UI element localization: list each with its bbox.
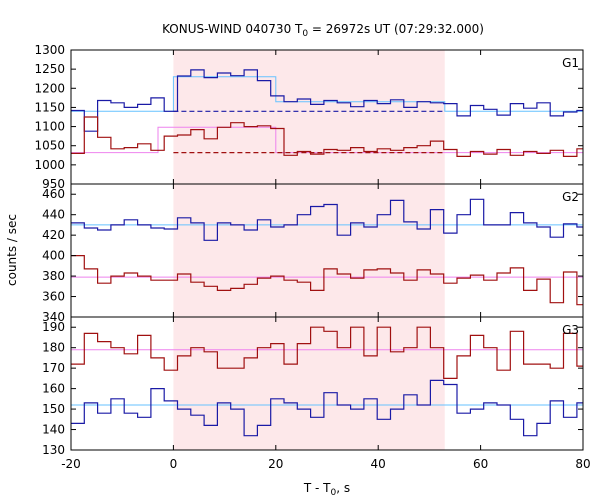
y-tick-label: 440 [42, 208, 65, 222]
x-tick-label: 20 [268, 457, 283, 471]
lightcurve-red [71, 116, 583, 157]
y-tick-label: 400 [42, 249, 65, 263]
y-tick-label: 170 [42, 361, 65, 375]
panel-data [71, 69, 583, 157]
y-tick-label: 1000 [34, 158, 65, 172]
y-tick-label: 1200 [34, 81, 65, 95]
y-tick-label: 160 [42, 382, 65, 396]
panel-g2: 340 360 380 400 420 440 460 G2 [42, 183, 584, 324]
chart-title: KONUS-WIND 040730 T0 = 26972s UT (07:29:… [162, 22, 484, 39]
panel-g1: 950 1000 1050 1100 1150 1200 1250 1300 G1 [34, 43, 584, 191]
x-axis-label: T - T0, s [303, 481, 350, 498]
y-tick-label: 1250 [34, 62, 65, 76]
y-tick-label: 360 [42, 290, 65, 304]
x-tick-label: 80 [575, 457, 590, 471]
y-tick-label: 1100 [34, 120, 65, 134]
background-level-line [71, 76, 583, 112]
panel-data [71, 198, 583, 306]
x-tick-label: 40 [371, 457, 386, 471]
highlighted-interval [173, 50, 445, 450]
panel-frame [70, 316, 584, 451]
y-tick-label: 190 [42, 320, 65, 334]
panel-g3: 130 140 150 160 170 180 190 G3 [42, 316, 584, 457]
panel-label: G3 [562, 323, 579, 337]
lightcurve-blue [71, 198, 583, 241]
y-tick-label: 140 [42, 423, 65, 437]
y-tick-label: 460 [42, 187, 65, 201]
y-tick-label: 340 [42, 310, 65, 324]
lightcurve-red [71, 255, 583, 306]
y-tick-label: 380 [42, 269, 65, 283]
x-tick-label: -20 [61, 457, 81, 471]
y-tick-label: 1300 [34, 43, 65, 57]
panel-data [71, 326, 583, 437]
lightcurve-red [71, 326, 583, 379]
y-axis-label: counts / sec [5, 214, 19, 286]
y-tick-label: 1050 [34, 139, 65, 153]
y-tick-label: 1150 [34, 100, 65, 114]
panel-label: G2 [562, 190, 579, 204]
x-tick-label: 60 [473, 457, 488, 471]
plot-area: 9501000105011001150120012501300G13403603… [34, 43, 590, 471]
y-tick-label: 420 [42, 228, 65, 242]
y-tick-label: 950 [42, 177, 65, 191]
x-tick-label: 0 [170, 457, 178, 471]
y-tick-label: 150 [42, 402, 65, 416]
y-tick-label: 180 [42, 341, 65, 355]
y-tick-label: 130 [42, 443, 65, 457]
lightcurve-blue [71, 379, 583, 437]
panel-label: G1 [562, 56, 579, 70]
lightcurve-blue [71, 69, 583, 132]
